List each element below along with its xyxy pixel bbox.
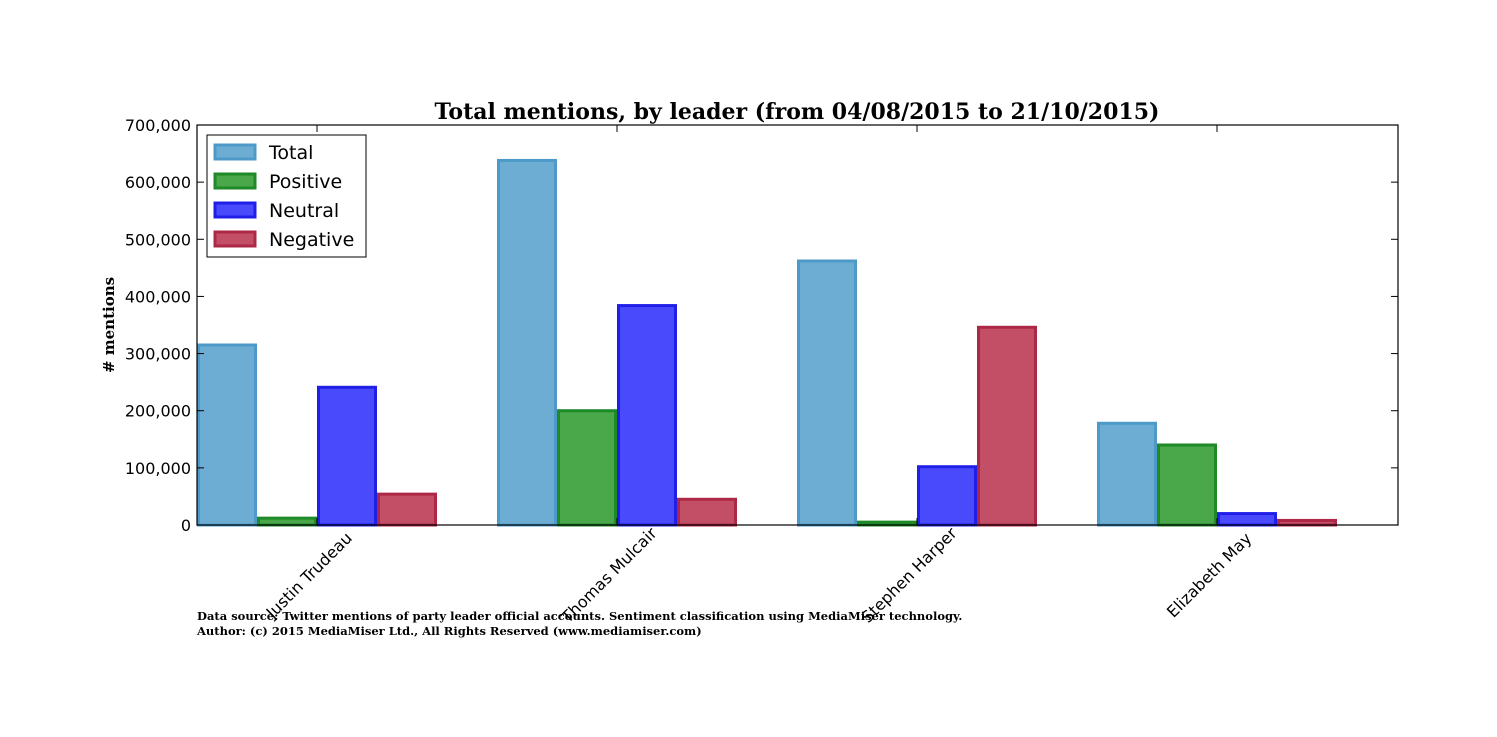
bar-thomas-mulcair-positive	[557, 409, 617, 527]
x-tick-label-elizabeth-may: Elizabeth May	[1163, 529, 1255, 621]
bar-stephen-harper-total	[797, 259, 857, 527]
bar-elizabeth-may-negative	[1277, 518, 1337, 527]
bar-elizabeth-may-positive	[1157, 443, 1217, 527]
bar-justin-trudeau-neutral	[317, 385, 377, 527]
chart-title: Total mentions, by leader (from 04/08/20…	[435, 99, 1160, 125]
bar-justin-trudeau-total	[197, 343, 257, 527]
legend-label-total: Total	[268, 142, 313, 164]
footnote-author: Author: (c) 2015 MediaMiser Ltd., All Ri…	[196, 624, 702, 638]
y-tick-label: 200,000	[125, 402, 191, 421]
bar-elizabeth-may-total	[1097, 421, 1157, 527]
bar-stephen-harper-neutral	[917, 465, 977, 527]
y-tick-label: 100,000	[125, 459, 191, 478]
bar-thomas-mulcair-negative	[677, 497, 737, 527]
legend-label-positive: Positive	[269, 171, 342, 193]
y-tick-label: 400,000	[125, 287, 191, 306]
bar-elizabeth-may-neutral	[1217, 512, 1277, 527]
y-tick-label: 700,000	[125, 116, 191, 135]
bar-thomas-mulcair-total	[497, 158, 557, 527]
y-tick-label: 600,000	[125, 173, 191, 192]
legend-swatch-neutral	[213, 201, 257, 219]
footnote-source: Data source: Twitter mentions of party l…	[197, 609, 962, 623]
legend-label-negative: Negative	[269, 229, 354, 251]
bar-justin-trudeau-positive	[257, 516, 317, 527]
y-tick-label: 500,000	[125, 230, 191, 249]
y-axis-ticks: 0 100,000 200,000 300,000 400,000 500,000 600,…	[125, 116, 1398, 535]
x-axis-ticks: Justin Trudeau Thomas Mulcair Stephen Harp…	[262, 125, 1255, 627]
bar-thomas-mulcair-neutral	[617, 304, 677, 527]
legend-swatch-negative	[213, 230, 257, 248]
bar-stephen-harper-negative	[977, 325, 1037, 527]
y-tick-label: 300,000	[125, 345, 191, 364]
legend-swatch-total	[213, 143, 257, 161]
legend-swatch-positive	[213, 172, 257, 190]
legend-label-neutral: Neutral	[269, 200, 339, 222]
bars-group	[197, 158, 1337, 527]
legend: Total Positive Neutral Negative	[206, 134, 367, 258]
y-tick-label: 0	[181, 516, 191, 535]
bar-justin-trudeau-negative	[377, 492, 437, 527]
plot-frame	[196, 124, 1399, 526]
y-axis-label: # mentions	[100, 277, 118, 373]
